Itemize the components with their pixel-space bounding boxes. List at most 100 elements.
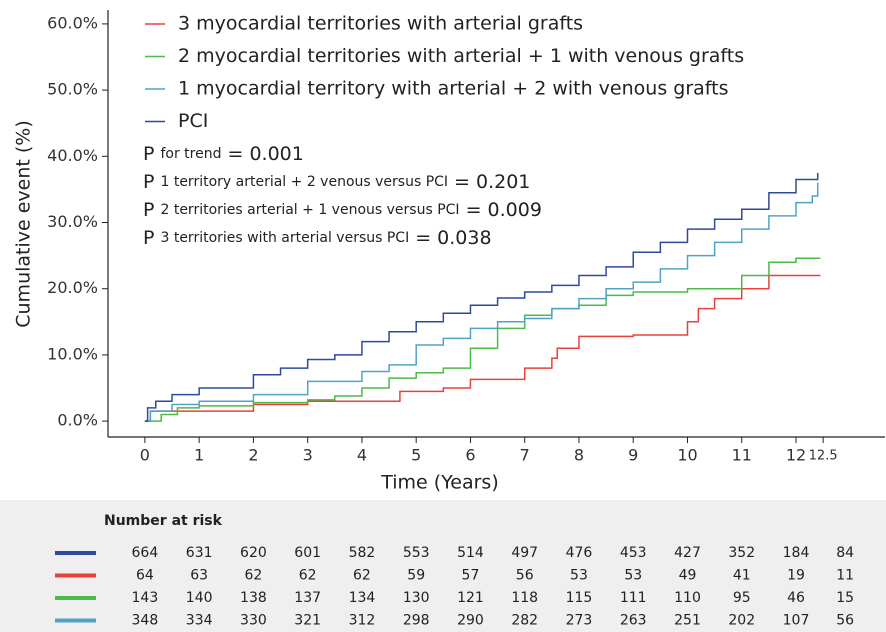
risk-count: 184 [783, 545, 810, 561]
risk-count: 19 [787, 568, 805, 584]
km-curve [144, 172, 819, 422]
risk-count: 631 [186, 545, 213, 561]
km-curve [144, 182, 819, 422]
risk-count: 497 [511, 545, 538, 561]
risk-count: 134 [349, 590, 376, 606]
p-subscript: 2 territories arterial + 1 venous versus… [160, 202, 459, 218]
risk-count: 290 [457, 613, 484, 629]
risk-count: 57 [462, 568, 480, 584]
risk-panel [0, 500, 886, 632]
risk-count: 453 [620, 545, 647, 561]
risk-count: 53 [624, 568, 642, 584]
risk-count: 143 [132, 590, 159, 606]
risk-count: 56 [836, 613, 854, 629]
risk-count: 514 [457, 545, 484, 561]
risk-count: 115 [566, 590, 593, 606]
x-tick-label: 10 [677, 446, 697, 465]
risk-count: 41 [733, 568, 751, 584]
x-tick-label: 11 [732, 446, 752, 465]
p-value-text: = 0.201 [454, 171, 530, 193]
p-symbol: P [143, 171, 154, 193]
risk-count: 298 [403, 613, 430, 629]
legend-label: 2 myocardial territories with arterial +… [178, 45, 744, 67]
risk-count: 282 [511, 613, 538, 629]
risk-count: 312 [349, 613, 376, 629]
p-subscript: 3 territories with arterial versus PCI [160, 230, 409, 246]
risk-count: 348 [132, 613, 159, 629]
y-axis-title: Cumulative event (%) [13, 120, 35, 328]
x-tick-label: 5 [411, 446, 421, 465]
risk-count: 202 [728, 613, 755, 629]
p-subscript: for trend [160, 146, 221, 162]
risk-count: 63 [190, 568, 208, 584]
x-tick-label: 4 [357, 446, 367, 465]
risk-count: 62 [299, 568, 317, 584]
risk-count: 138 [240, 590, 267, 606]
p-value: P 3 territories with arterial versus PCI =… [143, 227, 492, 249]
risk-count: 62 [353, 568, 371, 584]
p-value-text: = 0.001 [227, 143, 303, 165]
risk-count: 46 [787, 590, 805, 606]
risk-count: 59 [407, 568, 425, 584]
risk-count: 11 [836, 568, 854, 584]
x-axis-title: Time (Years) [380, 472, 499, 494]
risk-count: 263 [620, 613, 647, 629]
risk-count: 273 [566, 613, 593, 629]
risk-count: 130 [403, 590, 430, 606]
y-tick-label: 0.0% [57, 411, 98, 430]
risk-count: 553 [403, 545, 430, 561]
p-value-text: = 0.009 [466, 199, 542, 221]
risk-count: 334 [186, 613, 213, 629]
risk-count: 352 [728, 545, 755, 561]
x-tick-label: 12.5 [809, 449, 838, 464]
risk-count: 118 [511, 590, 538, 606]
risk-count: 427 [674, 545, 701, 561]
y-tick-label: 20.0% [47, 278, 98, 297]
p-subscript: 1 territory arterial + 2 venous versus P… [160, 174, 448, 190]
legend-label: 3 myocardial territories with arterial g… [178, 13, 583, 35]
risk-count: 601 [294, 545, 321, 561]
risk-count: 137 [294, 590, 321, 606]
risk-count: 664 [132, 545, 159, 561]
x-tick-label: 7 [520, 446, 530, 465]
p-symbol: P [143, 227, 154, 249]
risk-count: 62 [245, 568, 263, 584]
x-tick-label: 12 [786, 446, 806, 465]
risk-count: 84 [836, 545, 854, 561]
y-tick-label: 60.0% [47, 13, 98, 32]
risk-count: 620 [240, 545, 267, 561]
risk-count: 330 [240, 613, 267, 629]
legend-label: PCI [178, 110, 208, 132]
km-curve [144, 257, 821, 422]
km-curve [144, 274, 821, 422]
x-tick-label: 9 [628, 446, 638, 465]
x-tick-label: 2 [248, 446, 258, 465]
risk-count: 140 [186, 590, 213, 606]
x-tick-label: 3 [303, 446, 313, 465]
risk-count: 107 [783, 613, 810, 629]
risk-count: 53 [570, 568, 588, 584]
p-value: P 2 territories arterial + 1 venous versu… [143, 199, 542, 221]
y-tick-label: 40.0% [47, 146, 98, 165]
y-tick-label: 50.0% [47, 80, 98, 99]
risk-count: 121 [457, 590, 484, 606]
x-tick-label: 0 [140, 446, 150, 465]
risk-count: 476 [566, 545, 593, 561]
risk-count: 95 [733, 590, 751, 606]
y-tick-label: 10.0% [47, 344, 98, 363]
risk-count: 56 [516, 568, 534, 584]
risk-title: Number at risk [104, 513, 223, 529]
p-symbol: P [143, 199, 154, 221]
legend-label: 1 myocardial territory with arterial + 2… [178, 78, 728, 100]
risk-count: 64 [136, 568, 154, 584]
risk-count: 321 [294, 613, 321, 629]
risk-count: 111 [620, 590, 647, 606]
x-tick-label: 6 [465, 446, 475, 465]
x-tick-label: 1 [194, 446, 204, 465]
x-tick-label: 8 [574, 446, 584, 465]
p-value: P 1 territory arterial + 2 venous versus … [143, 171, 530, 193]
p-value-text: = 0.038 [415, 227, 491, 249]
risk-count: 251 [674, 613, 701, 629]
